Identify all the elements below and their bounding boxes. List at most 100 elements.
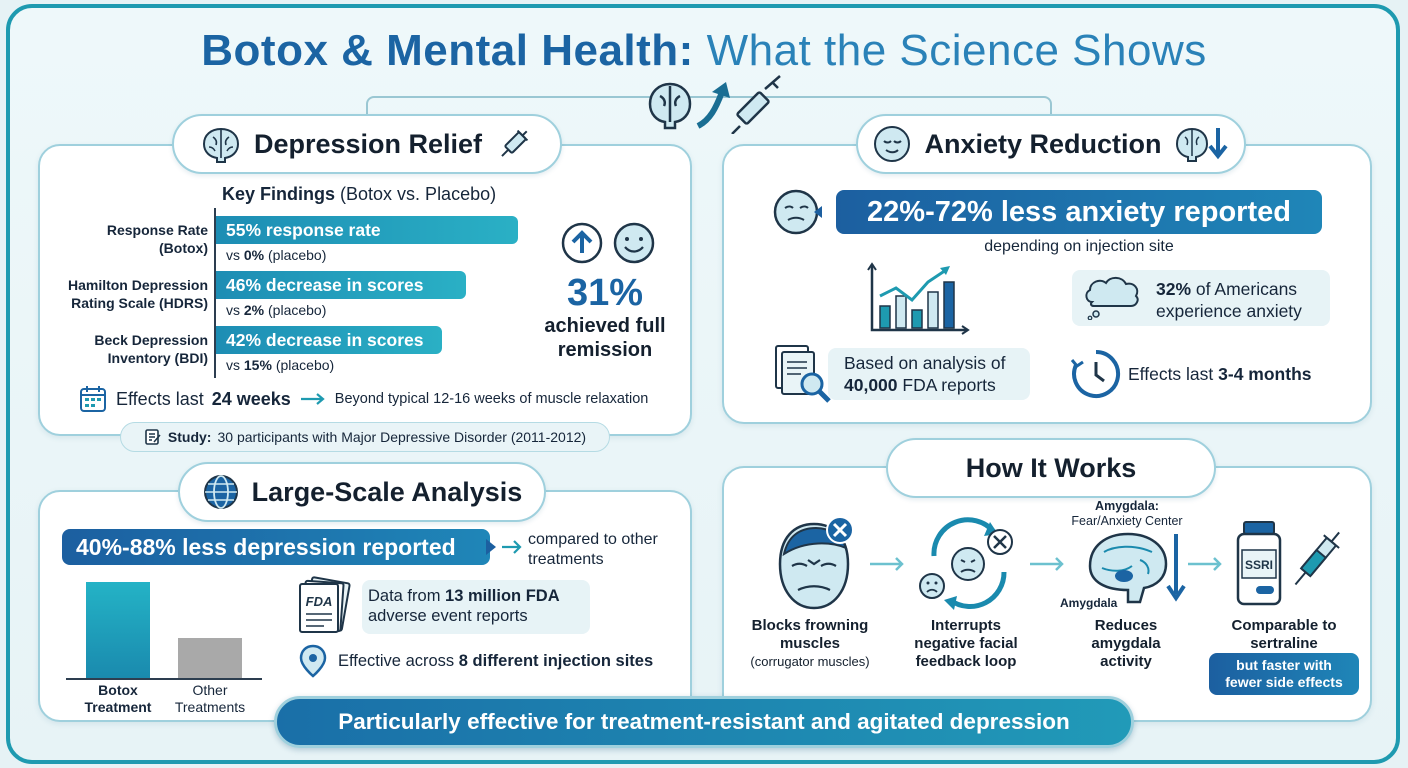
step-label-comparable: Comparable to sertraline	[1210, 617, 1358, 653]
large-scale-compare: compared to other treatments	[528, 530, 658, 570]
title-light: What the Science Shows	[706, 26, 1207, 75]
study-text: 30 participants with Major Depressive Di…	[217, 429, 587, 445]
brain-down-arrow-icon	[1175, 127, 1228, 162]
anxiety-sub: depending on injection site	[984, 238, 1174, 255]
americans-text: 32% of Americans experience anxiety	[1156, 278, 1326, 322]
step-label-interrupts: Interrupts negative facial feedback loop	[892, 617, 1040, 671]
ssri-label: SSRI	[1245, 558, 1273, 572]
banner-arrows	[486, 539, 522, 555]
data-value: 13 million FDA	[445, 587, 560, 605]
vs-hdrs: vs 2% (placebo)	[226, 302, 326, 318]
remission-text: achieved full remission	[530, 314, 680, 362]
data-prefix: Data from	[368, 587, 441, 605]
bar-text: 55% response rate	[226, 219, 381, 240]
bar-chart-icon	[867, 262, 970, 335]
step-line: sertraline	[1250, 635, 1318, 652]
study-pill: Study: 30 participants with Major Depres…	[120, 422, 610, 452]
bar-other	[178, 637, 242, 678]
step-sub: (corrugator muscles)	[750, 654, 870, 669]
step-label-blocks: Blocks frowning muscles (corrugator musc…	[736, 617, 884, 671]
amygdala-title: Amygdala: Fear/Anxiety Center	[1062, 499, 1192, 529]
vs-value: 15%	[243, 357, 272, 373]
anxiety-effects: Effects last 3-4 months	[1128, 363, 1348, 385]
vs-bdi: vs 15% (placebo)	[226, 357, 334, 373]
anxiety-banner: 22%-72% less anxiety reported	[836, 190, 1322, 234]
data-rest: adverse event reports	[368, 607, 528, 625]
worried-face-icon	[773, 189, 822, 235]
feedback-loop-icon	[919, 517, 1013, 610]
footer-text: Particularly effective for treatment-res…	[338, 709, 1070, 734]
globe-icon	[203, 475, 238, 509]
key-findings-rest: (Botox vs. Placebo)	[340, 184, 497, 204]
how-it-works-heading-text: How It Works	[965, 452, 1137, 483]
step-line: activity	[1100, 653, 1152, 670]
title-bold: Botox & Mental Health:	[201, 26, 694, 75]
arrow-right-icon	[300, 393, 325, 405]
ssri-bottle-icon: SSRI	[1236, 521, 1340, 606]
vs-prefix: vs	[226, 302, 240, 318]
effects-row: Effects last 24 weeks Beyond typical 12-…	[78, 384, 648, 414]
large-scale-heading: Large-Scale Analysis	[178, 462, 546, 522]
note-edit-icon	[145, 429, 161, 445]
anxiety-heading-text: Anxiety Reduction	[924, 128, 1162, 159]
fda-stamp-text: FDA	[306, 594, 333, 609]
bar-label-line: Other	[192, 682, 228, 698]
analysis-rest: FDA reports	[902, 375, 996, 395]
row-label-line: Response Rate	[106, 222, 208, 238]
row-label-response: Response Rate (Botox)	[38, 221, 208, 257]
remission-value: 31%	[566, 272, 644, 314]
sites-text: Effective across 8 different injection s…	[338, 651, 688, 671]
header-icons	[640, 74, 790, 134]
vs-response: vs 0% (placebo)	[226, 247, 326, 263]
effects-note: Beyond typical 12-16 weeks of muscle rel…	[334, 391, 649, 407]
step-line: Blocks frowning	[751, 617, 869, 634]
row-label-line: (Botox)	[159, 240, 208, 256]
bar-label-line: Treatment	[84, 699, 152, 715]
study-label: Study:	[167, 429, 212, 445]
vs-prefix: vs	[226, 357, 240, 373]
vs-suffix: (placebo)	[268, 302, 327, 318]
findings-axis	[214, 208, 216, 378]
step-arrow-1	[870, 557, 904, 571]
header-connector	[366, 96, 1052, 118]
americans-rest2: experience anxiety	[1156, 301, 1302, 321]
anxiety-effects-value: 3-4 months	[1218, 364, 1312, 384]
depression-heading-text: Depression Relief	[253, 128, 483, 159]
analysis-line1: Based on analysis of	[844, 353, 1006, 373]
remission-line: achieved full	[544, 315, 666, 337]
bar-botox	[86, 582, 150, 678]
analysis-value: 40,000	[844, 375, 898, 395]
chart-baseline	[66, 678, 262, 680]
sites-value: 8 different injection sites	[458, 652, 654, 670]
fda-documents-icon: FDA	[299, 576, 351, 633]
step-line: feedback loop	[915, 653, 1017, 670]
step-line: muscles	[779, 635, 841, 652]
large-scale-banner-text: 40%-88% less depression reported	[76, 533, 456, 560]
location-pin-icon	[299, 644, 327, 678]
brain-icon	[202, 127, 239, 163]
remission-icons	[561, 222, 655, 264]
amygdala-title-bold: Amygdala:	[1095, 499, 1159, 513]
bar-label-other: Other Treatments	[162, 682, 258, 716]
bar-response-rate: 55% response rate	[216, 216, 518, 244]
comparison-chart	[66, 576, 262, 680]
step-line: Interrupts	[930, 617, 1001, 634]
document-search-icon	[775, 345, 831, 403]
vs-value: 2%	[243, 302, 265, 318]
large-scale-heading-text: Large-Scale Analysis	[251, 476, 523, 507]
bar-label-line: Botox	[98, 682, 138, 698]
fda-data-text: Data from 13 million FDA adverse event r…	[368, 586, 590, 626]
key-findings-title: Key Findings (Botox vs. Placebo)	[222, 184, 496, 205]
effects-prefix: Effects last	[116, 388, 204, 409]
large-scale-banner: 40%-88% less depression reported	[62, 529, 490, 565]
remission-line: remission	[557, 339, 653, 361]
bar-label-line: Treatments	[174, 699, 246, 715]
vs-suffix: (placebo)	[268, 247, 327, 263]
amygdala-sub: Fear/Anxiety Center	[1071, 514, 1183, 528]
ssri-note: but faster with fewer side effects	[1209, 653, 1359, 695]
row-label-bdi: Beck Depression Inventory (BDI)	[38, 331, 208, 367]
bar-text: 46% decrease in scores	[226, 274, 424, 295]
key-findings-bold: Key Findings	[222, 184, 336, 204]
footer-banner: Particularly effective for treatment-res…	[274, 696, 1134, 748]
step-arrow-2	[1030, 557, 1064, 571]
